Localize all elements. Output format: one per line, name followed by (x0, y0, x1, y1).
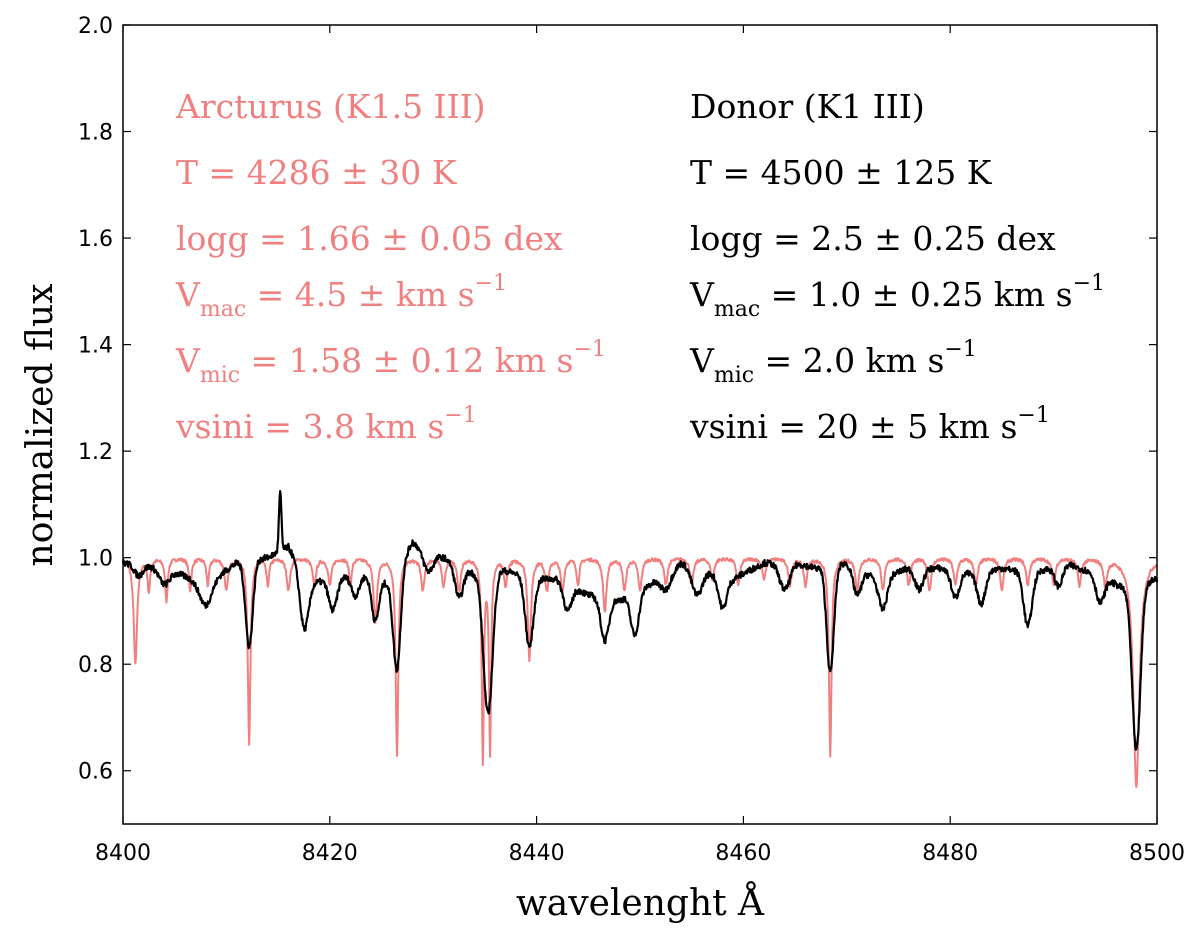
donor-vmic-exp: −1 (944, 337, 976, 362)
donor-vmac-prefix: V (689, 275, 715, 314)
arcturus-title: Arcturus (K1.5 III) (175, 87, 486, 126)
y-tick-label: 1.6 (78, 227, 113, 252)
donor-vmic-sub: mic (714, 363, 754, 388)
plot-area: 8400 8420 8440 8460 8480 8500 0.6 0.8 1.0 1.2 1.4 1… (78, 14, 1185, 866)
donor-vmac: Vmac = 1.0 ± 0.25 km s−1 (689, 271, 1105, 322)
donor-vsini-exp: −1 (1017, 403, 1049, 428)
x-tick-label: 8400 (95, 841, 151, 866)
arcturus-vmic: Vmic = 1.58 ± 0.12 km s−1 (175, 337, 606, 388)
donor-vsini: vsini = 20 ± 5 km s−1 (689, 403, 1050, 446)
donor-spectrum-line (121, 490, 1159, 751)
donor-temperature: T = 4500 ± 125 K (690, 153, 993, 192)
arcturus-logg: logg = 1.66 ± 0.05 dex (176, 219, 563, 258)
y-tick-label: 1.4 (78, 334, 113, 359)
arcturus-vmic-prefix: V (175, 341, 201, 380)
donor-vmic-rest: = 2.0 km s (754, 341, 944, 380)
arcturus-vmic-sub: mic (200, 363, 240, 388)
donor-vmac-exp: −1 (1073, 271, 1105, 296)
arcturus-vmic-rest: = 1.58 ± 0.12 km s (240, 341, 573, 380)
y-tick-label: 1.0 (78, 547, 113, 572)
y-tick-label: 1.8 (78, 121, 113, 146)
arcturus-vsini: vsini = 3.8 km s−1 (175, 403, 477, 446)
donor-vmac-rest: = 1.0 ± 0.25 km s (760, 275, 1072, 314)
arcturus-temperature: T = 4286 ± 30 K (176, 153, 458, 192)
x-tick-label: 8460 (715, 841, 771, 866)
arcturus-vmac-exp: −1 (475, 271, 507, 296)
arcturus-vsini-exp: −1 (444, 403, 476, 428)
plot-background (123, 25, 1157, 824)
donor-vmac-sub: mac (714, 297, 760, 322)
x-tick-label: 8500 (1129, 841, 1185, 866)
x-tick-label: 8420 (302, 841, 358, 866)
donor-logg: logg = 2.5 ± 0.25 dex (690, 219, 1056, 258)
x-tick-label: 8440 (509, 841, 565, 866)
donor-title: Donor (K1 III) (690, 87, 925, 126)
donor-vmic-prefix: V (689, 341, 715, 380)
donor-vmic: Vmic = 2.0 km s−1 (689, 337, 977, 388)
y-tick-label: 0.6 (78, 760, 113, 785)
y-tick-label: 0.8 (78, 653, 113, 678)
y-tick-label: 2.0 (78, 14, 113, 39)
arcturus-vmac: Vmac = 4.5 ± km s−1 (175, 271, 507, 322)
x-axis-label: wavelenght Å (516, 882, 765, 924)
series-layer (121, 490, 1159, 789)
arcturus-vmac-sub: mac (200, 297, 246, 322)
arcturus-vmac-rest: = 4.5 ± km s (246, 275, 474, 314)
donor-vsini-text: vsini = 20 ± 5 km s (689, 407, 1017, 446)
arcturus-vmac-prefix: V (175, 275, 201, 314)
arcturus-annotation: Arcturus (K1.5 III) T = 4286 ± 30 K logg… (175, 87, 606, 446)
y-axis-label: normalized flux (20, 284, 61, 567)
plot-frame (122, 24, 1158, 825)
donor-annotation: Donor (K1 III) T = 4500 ± 125 K logg = 2… (689, 87, 1105, 446)
arcturus-vmic-exp: −1 (573, 337, 605, 362)
arcturus-vsini-text: vsini = 3.8 km s (175, 407, 444, 446)
y-tick-label: 1.2 (78, 440, 113, 465)
tick-labels: 8400 8420 8440 8460 8480 8500 0.6 0.8 1.0 1.2 1.4 1… (78, 14, 1185, 866)
x-tick-label: 8480 (922, 841, 978, 866)
tick-marks (122, 24, 1158, 824)
